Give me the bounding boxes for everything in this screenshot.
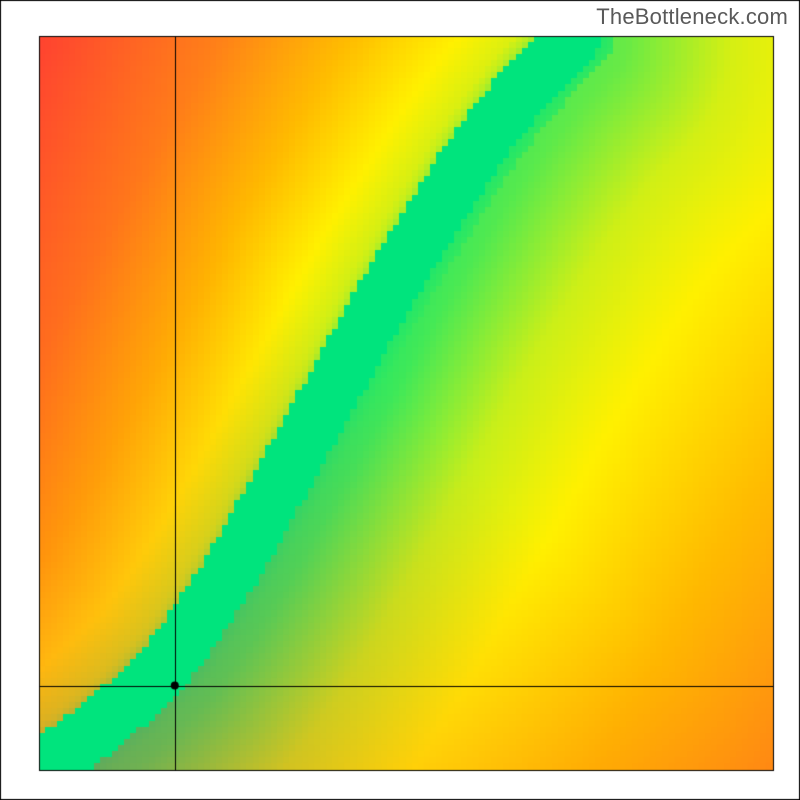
- chart-wrapper: TheBottleneck.com: [0, 0, 800, 800]
- heatmap-canvas: [0, 0, 800, 800]
- watermark-text: TheBottleneck.com: [596, 4, 788, 30]
